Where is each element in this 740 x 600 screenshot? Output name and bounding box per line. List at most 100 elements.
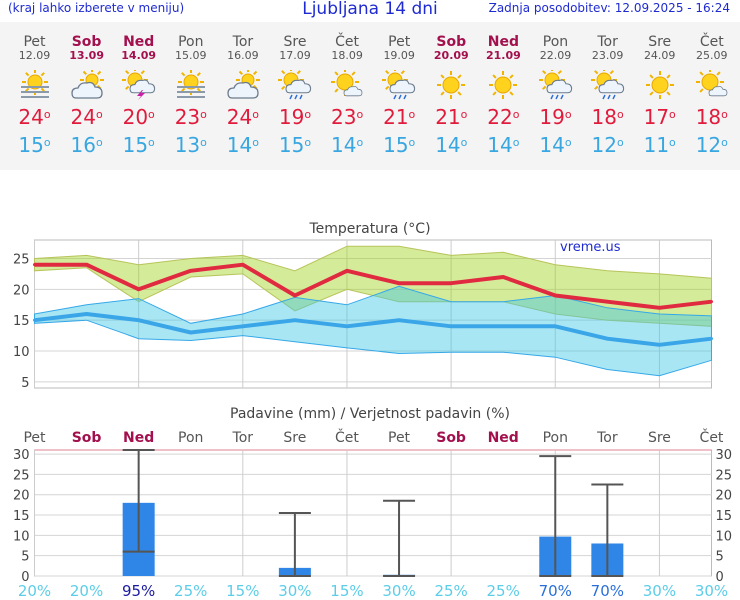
min-temp-range-band xyxy=(34,285,712,377)
day-name: Pon xyxy=(178,34,204,50)
temp-min: 12o xyxy=(591,133,624,157)
max-temp-point xyxy=(553,294,557,297)
day-forecast: Ned 14.09 20o 15o xyxy=(113,22,165,156)
day-name: Čet xyxy=(335,34,360,50)
precipitation-probability: 20% xyxy=(18,582,51,600)
sun-cloud-icon xyxy=(70,70,104,99)
day-date: 15.09 xyxy=(175,49,207,62)
daily-forecast-strip: Pet 12.09 24o 15o Sob 13.09 24o 16o Ned 14.09 20o 1… xyxy=(0,22,740,170)
min-temp-point xyxy=(33,318,36,322)
precipitation-probability: 95% xyxy=(122,582,155,600)
max-temp-point xyxy=(189,269,193,273)
forecast-charts: Temperatura (°C) 5 10 15 20 25 vreme.us Padavin… xyxy=(13,221,733,600)
min-temp-point xyxy=(137,318,141,322)
sun-cloud-rain-icon xyxy=(538,70,572,100)
precipitation-x-tick: Tor xyxy=(596,430,618,446)
precipitation-title: Padavine (mm) / Verjetnost padavin (%) xyxy=(230,406,510,422)
precipitation-x-tick: Ned xyxy=(488,430,519,446)
day-name: Pon xyxy=(542,34,569,50)
precipitation-y-tick-left: 15 xyxy=(13,509,30,524)
precipitation-x-tick: Pon xyxy=(178,430,203,446)
day-name: Sob xyxy=(71,34,102,50)
min-temp-point xyxy=(657,343,661,347)
last-update: Zadnja posodobitev: 12.09.2025 - 16:24 xyxy=(488,1,730,15)
precipitation-y-tick-left: 5 xyxy=(21,550,29,565)
day-name: Pet xyxy=(388,34,411,50)
max-temp-point xyxy=(137,287,141,291)
max-temp-point xyxy=(33,263,36,267)
day-name: Čet xyxy=(699,34,724,50)
temperature-y-tick: 20 xyxy=(13,283,30,298)
min-temp-point xyxy=(501,324,505,328)
max-temp-point xyxy=(501,275,505,279)
page-title: Ljubljana 14 dni xyxy=(302,0,438,19)
precipitation-y-tick-right: 0 xyxy=(716,570,724,585)
precipitation-y-tick-right: 25 xyxy=(716,468,733,483)
temp-max: 21o xyxy=(383,105,416,129)
watermark: vreme.us xyxy=(560,240,621,255)
precipitation-probability: 70% xyxy=(591,582,624,600)
temperature-y-tick: 25 xyxy=(13,253,30,268)
sun-cloud-rain-icon xyxy=(590,70,624,100)
min-temp-point xyxy=(345,324,349,328)
sun-icon xyxy=(645,71,674,99)
temperature-y-tick: 10 xyxy=(13,345,30,360)
temp-min: 14o xyxy=(539,133,572,157)
temp-max: 24o xyxy=(18,105,51,129)
precipitation-probability: 70% xyxy=(539,582,572,600)
temp-min: 11o xyxy=(643,133,676,157)
min-temp-point xyxy=(85,312,89,316)
precipitation-probability: 30% xyxy=(382,582,415,600)
max-temp-point xyxy=(710,300,713,304)
precipitation-x-tick: Pet xyxy=(388,430,411,446)
max-temp-point xyxy=(85,263,89,267)
precipitation-probability: 30% xyxy=(695,582,728,600)
day-date: 24.09 xyxy=(643,49,676,62)
day-name: Pet xyxy=(23,34,46,50)
day-name: Sre xyxy=(648,34,672,50)
temp-max: 23o xyxy=(174,105,207,129)
temp-min: 14o xyxy=(226,133,259,157)
precipitation-probability: 30% xyxy=(643,582,676,600)
day-forecast: Sre 24.09 17o 11o xyxy=(634,22,686,156)
location-menu-hint[interactable]: (kraj lahko izberete v meniju) xyxy=(8,1,185,15)
day-forecast: Tor 23.09 18o 12o xyxy=(582,22,634,156)
max-temp-point xyxy=(657,306,661,310)
min-temp-line xyxy=(34,312,712,347)
temp-min: 15o xyxy=(383,133,416,157)
min-temp-point xyxy=(710,337,713,341)
temp-min: 16o xyxy=(70,133,103,157)
precipitation-x-tick: Pon xyxy=(543,430,568,446)
header: (kraj lahko izberete v meniju) Ljubljana… xyxy=(0,0,740,22)
sun-fog-icon xyxy=(20,70,49,98)
precipitation-x-tick: Čet xyxy=(700,428,724,446)
day-forecast: Pon 15.09 23o 13o xyxy=(165,22,217,156)
precipitation-y-tick-right: 30 xyxy=(716,448,733,463)
min-temp-point xyxy=(241,324,245,328)
temperature-title: Temperatura (°C) xyxy=(308,221,430,237)
precipitation-y-tick-right: 15 xyxy=(716,509,733,524)
precipitation-y-tick-left: 0 xyxy=(21,570,29,585)
min-temp-point xyxy=(605,337,609,341)
precipitation-x-tick: Sob xyxy=(436,430,466,446)
temperature-plot-area xyxy=(34,239,712,389)
precipitation-probability: 15% xyxy=(330,582,363,600)
precipitation-probability: 25% xyxy=(487,582,520,600)
sun-cloud-rain-icon xyxy=(278,70,312,100)
precipitation-x-tick: Sre xyxy=(283,430,306,446)
precipitation-probability: 30% xyxy=(278,582,311,600)
temp-max: 22o xyxy=(487,105,520,129)
day-name: Tor xyxy=(597,34,618,50)
max-temp-point xyxy=(605,300,609,304)
max-temp-point xyxy=(293,294,297,297)
temp-min: 15o xyxy=(278,133,312,157)
day-forecast: Pon 22.09 19o 14o xyxy=(530,22,582,156)
day-date: 14.09 xyxy=(121,49,157,62)
day-date: 13.09 xyxy=(69,49,104,62)
temp-min: 14o xyxy=(331,133,364,157)
sun-icon xyxy=(489,71,518,99)
day-forecast: Čet 18.09 23o 14o xyxy=(321,22,373,156)
precipitation-probability: 25% xyxy=(434,582,467,600)
temp-max: 24o xyxy=(226,105,259,129)
max-temp-point xyxy=(241,263,245,267)
